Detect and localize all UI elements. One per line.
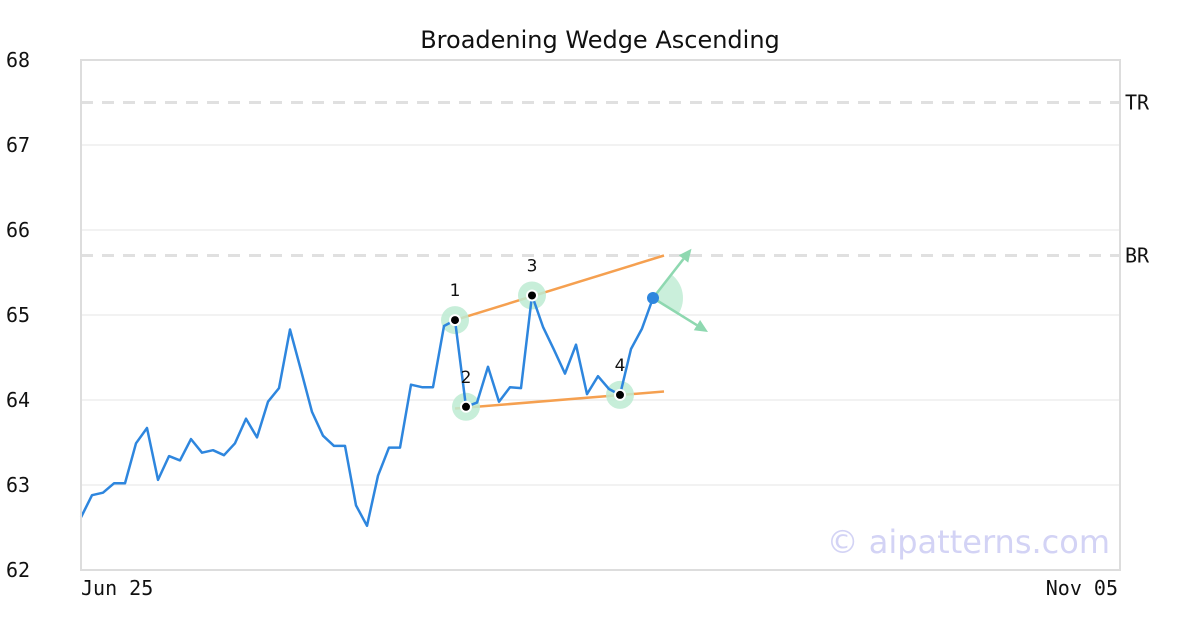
axes: 62 63 64 65 66 67 68 Jun 25 Nov 05 [6,48,1118,600]
y-tick-label: 62 [6,558,30,582]
projection-arrows [647,248,708,332]
watermark: © aipatterns.com [827,523,1110,561]
pattern-point-label: 2 [461,368,472,388]
trend-lines [454,254,665,410]
x-tick-label: Jun 25 [81,576,153,600]
plot-frame [80,59,1121,571]
y-tick-label: 63 [6,473,30,497]
pattern-point-label: 3 [527,256,538,276]
last-price-point [647,292,659,304]
pattern-point-2 [462,402,470,411]
reference-label: TR [1125,91,1150,115]
y-tick-label: 67 [6,133,30,157]
price-series [79,294,655,528]
pattern-point-label: 4 [615,356,626,376]
pattern-point-4 [616,390,624,399]
pattern-point-3 [528,291,536,300]
y-tick-label: 68 [6,48,30,72]
projection-arrow-down [652,296,698,327]
projection-fan [653,274,683,314]
pattern-point-1 [451,316,459,325]
x-tick-label: Nov 05 [1046,576,1118,600]
reference-lines: TR BR [81,91,1150,268]
projection-arrow-up [652,258,685,299]
arrowhead-icon [693,320,708,332]
y-tick-label: 66 [6,218,30,242]
y-tick-label: 64 [6,388,30,412]
price-line [79,294,655,528]
grid-layer [81,144,1120,486]
reference-label: BR [1125,244,1150,268]
y-tick-label: 65 [6,303,30,327]
pattern-point-label: 1 [450,281,461,301]
chart-title: Broadening Wedge Ascending [420,26,780,54]
arrowhead-icon [678,248,692,263]
trend-line-upper [454,254,665,322]
pattern-points: 1 2 3 4 [449,256,626,413]
